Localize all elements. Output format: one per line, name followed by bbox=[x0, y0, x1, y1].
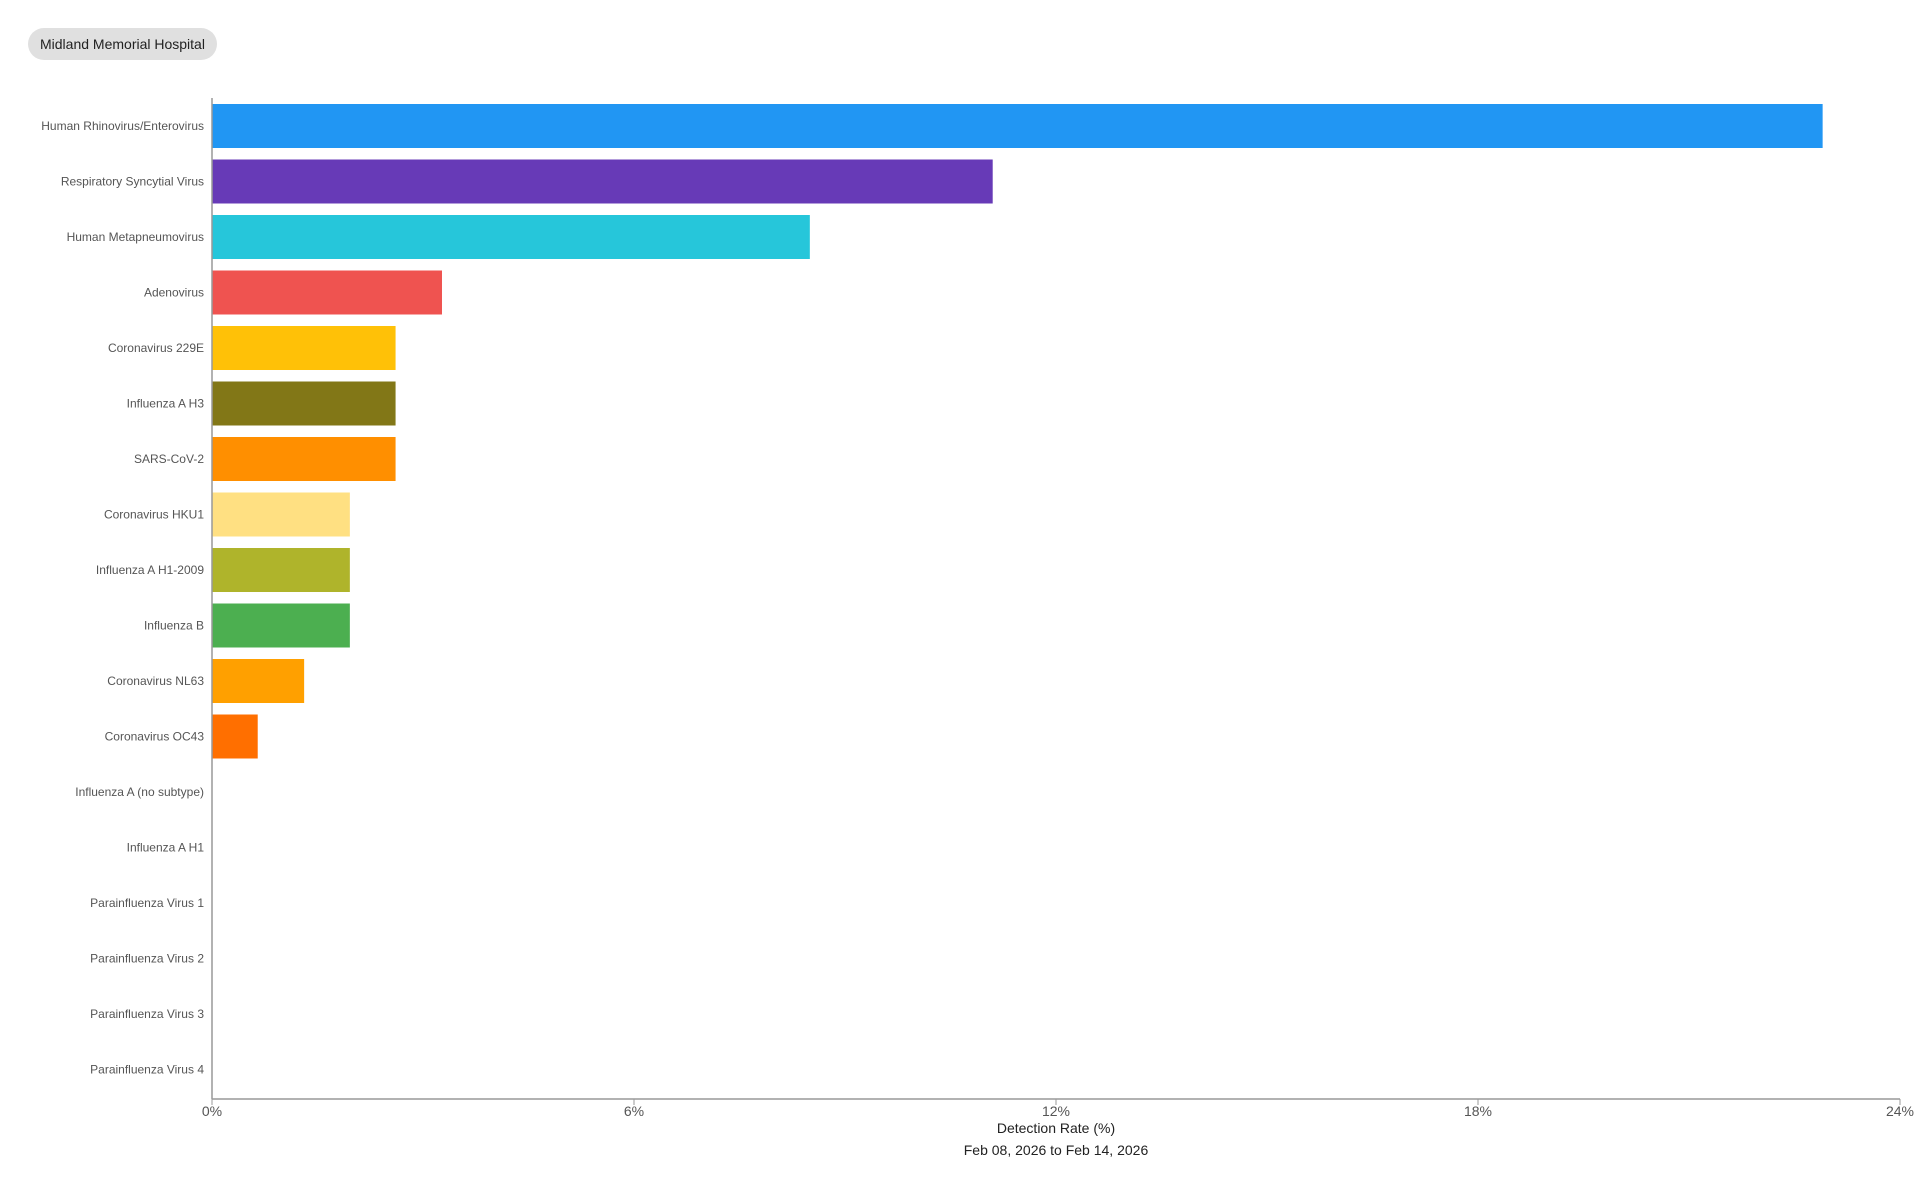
date-range-subtitle: Feb 08, 2026 to Feb 14, 2026 bbox=[964, 1142, 1149, 1158]
bar-human-rhinovirus-enterovirus[interactable] bbox=[212, 104, 1823, 148]
bar-human-metapneumovirus[interactable] bbox=[212, 215, 810, 259]
category-label: Adenovirus bbox=[144, 286, 204, 300]
category-label: SARS-CoV-2 bbox=[134, 452, 204, 466]
category-label: Respiratory Syncytial Virus bbox=[61, 175, 204, 189]
category-label: Influenza A H1 bbox=[127, 841, 205, 855]
category-label: Human Rhinovirus/Enterovirus bbox=[41, 119, 204, 133]
category-label: Coronavirus 229E bbox=[108, 341, 204, 355]
category-label: Parainfluenza Virus 4 bbox=[90, 1063, 204, 1077]
bar-respiratory-syncytial-virus[interactable] bbox=[212, 159, 993, 204]
category-label: Parainfluenza Virus 3 bbox=[90, 1007, 204, 1021]
x-axis-ticks: 0% 6% 12% 18% 24% bbox=[202, 1099, 1914, 1119]
bar-coronavirus-229e[interactable] bbox=[212, 326, 396, 370]
hospital-selector[interactable]: Midland Memorial Hospital bbox=[28, 28, 217, 60]
category-label: Coronavirus OC43 bbox=[105, 730, 205, 744]
bar-influenza-b[interactable] bbox=[212, 603, 350, 648]
category-label: Influenza A H1-2009 bbox=[96, 563, 204, 577]
x-tick-label: 18% bbox=[1464, 1103, 1492, 1119]
category-label: Parainfluenza Virus 2 bbox=[90, 952, 204, 966]
bar-coronavirus-oc43[interactable] bbox=[212, 714, 258, 759]
x-tick-label: 12% bbox=[1042, 1103, 1070, 1119]
category-label: Influenza A H3 bbox=[127, 397, 205, 411]
x-tick-label: 0% bbox=[202, 1103, 222, 1119]
category-labels: Human Rhinovirus/Enterovirus Respiratory … bbox=[41, 119, 204, 1077]
bar-coronavirus-nl63[interactable] bbox=[212, 659, 305, 703]
category-label: Coronavirus NL63 bbox=[107, 674, 204, 688]
category-label: Coronavirus HKU1 bbox=[104, 508, 204, 522]
category-label: Parainfluenza Virus 1 bbox=[90, 896, 204, 910]
bar-sars-cov-2[interactable] bbox=[212, 437, 396, 481]
bar-influenza-a-h1-2009[interactable] bbox=[212, 548, 350, 592]
x-tick-label: 6% bbox=[624, 1103, 644, 1119]
category-label: Influenza A (no subtype) bbox=[75, 785, 204, 799]
x-tick-label: 24% bbox=[1886, 1103, 1914, 1119]
bar-influenza-a-h3[interactable] bbox=[212, 381, 396, 426]
category-label: Influenza B bbox=[144, 619, 204, 633]
bars-group bbox=[212, 104, 1823, 759]
bar-coronavirus-hku1[interactable] bbox=[212, 492, 350, 537]
category-label: Human Metapneumovirus bbox=[67, 230, 204, 244]
bar-adenovirus[interactable] bbox=[212, 270, 442, 315]
x-axis-title: Detection Rate (%) bbox=[997, 1120, 1115, 1136]
